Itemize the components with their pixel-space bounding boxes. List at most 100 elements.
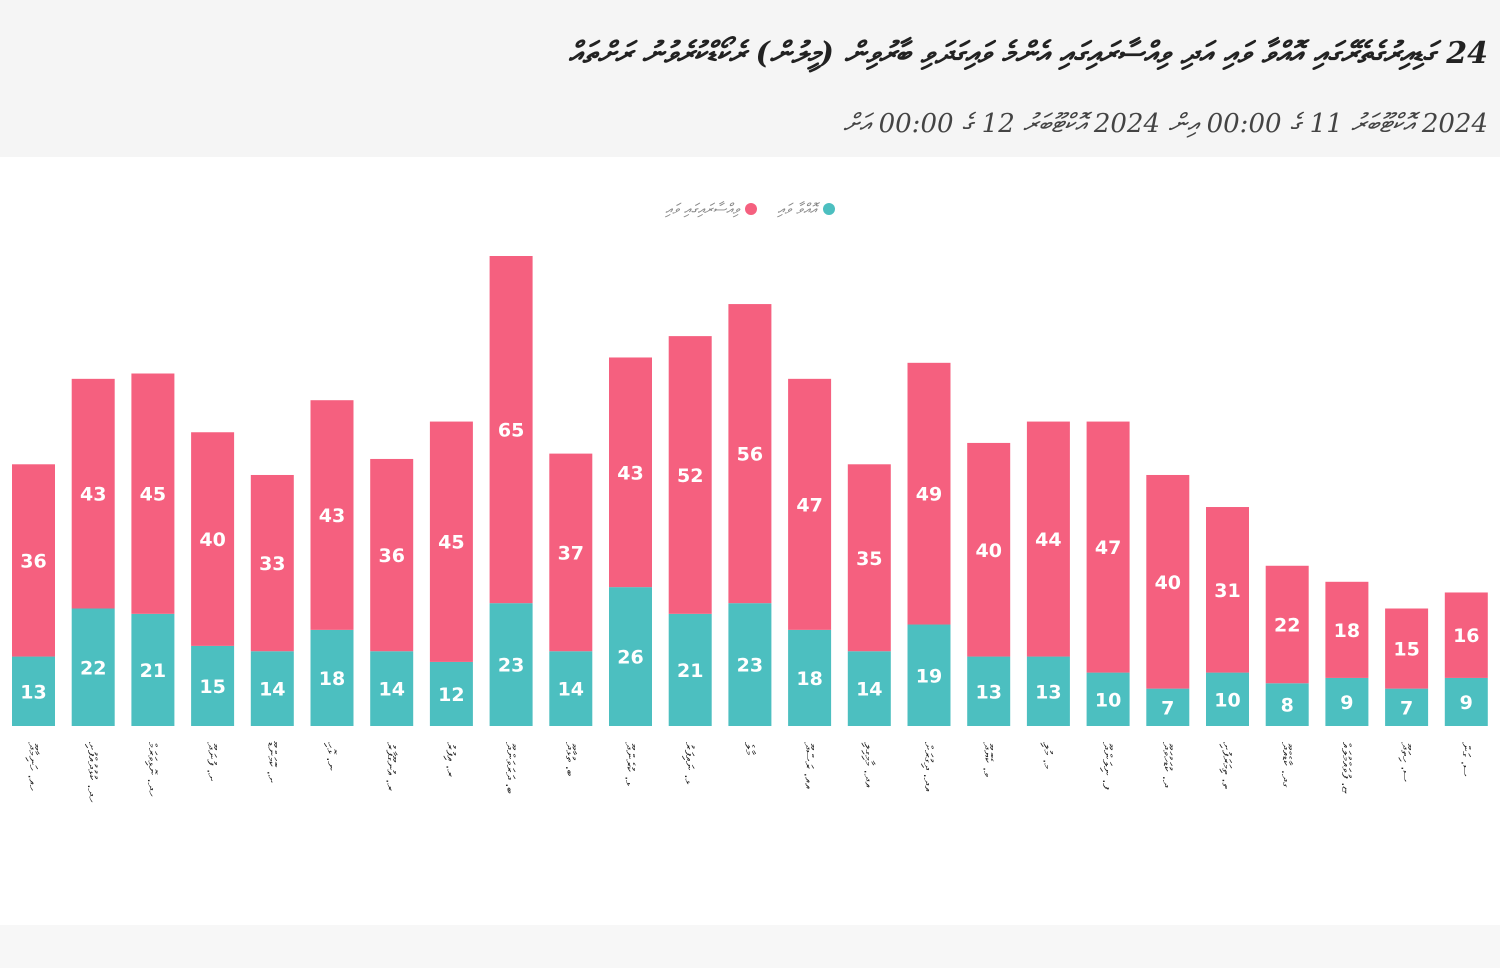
bar-gust[interactable]	[847, 464, 891, 652]
bar-steady[interactable]	[310, 629, 354, 726]
bar-gust[interactable]	[71, 378, 115, 609]
bar-steady[interactable]	[131, 613, 175, 726]
bar-gust[interactable]	[1444, 592, 1488, 678]
data-label-steady: 18	[319, 668, 345, 690]
category-label: ތ. ތިމަރަފުށި	[1219, 742, 1234, 790]
bar-gust[interactable]	[12, 464, 55, 657]
bar-steady[interactable]	[250, 651, 294, 726]
data-label-gust: 43	[319, 505, 345, 527]
data-label-steady: 14	[378, 679, 404, 701]
bar-gust[interactable]	[668, 336, 712, 614]
data-label-gust: 16	[1453, 625, 1479, 647]
category-label: މާލެ	[741, 742, 756, 756]
legend-item-gust[interactable]: ވިއްސާރައިގައި ވައި	[665, 200, 758, 218]
data-label-gust: 49	[916, 484, 942, 506]
data-label-gust: 18	[1334, 620, 1360, 642]
bar-gust[interactable]	[1146, 474, 1190, 689]
bar-gust[interactable]	[191, 432, 235, 646]
bar-steady[interactable]	[1026, 656, 1070, 726]
data-label-gust: 47	[796, 494, 822, 516]
bar-steady[interactable]	[728, 603, 772, 726]
bar-gust[interactable]	[429, 421, 473, 662]
bar-steady[interactable]	[489, 603, 533, 726]
bar-gust[interactable]	[1325, 581, 1369, 678]
bar-gust[interactable]	[310, 400, 354, 630]
bar-gust[interactable]	[728, 304, 772, 604]
bar-steady[interactable]	[12, 656, 55, 726]
data-label-gust: 40	[1155, 572, 1181, 594]
chart-subtitle: 2024 އޮކްޓޫބަރު 11 ގެ 00:00 އިން 2024 އޮ…	[843, 109, 1488, 139]
bar-gust[interactable]	[1086, 421, 1130, 673]
category-label: ދ. ކުޑަހުވަދޫ	[1159, 742, 1174, 788]
category-label: ރ. އުނގޫފާރު	[383, 742, 398, 791]
bar-steady[interactable]	[71, 608, 115, 727]
legend: އޮއްވާ ވައި ވިއްސާރައިގައި ވައި	[0, 200, 1500, 218]
bar-steady[interactable]	[370, 651, 414, 726]
category-label: އދ. ދިގުރަށް	[920, 742, 935, 792]
bar-gust[interactable]	[1026, 421, 1070, 657]
data-label-steady: 23	[737, 655, 763, 677]
bar-steady[interactable]	[609, 587, 652, 726]
data-label-steady: 7	[1161, 697, 1174, 719]
bar-steady[interactable]	[847, 651, 891, 726]
category-label: ޏ. ފުވައްމުލައް	[1338, 742, 1353, 794]
bar-steady[interactable]	[429, 661, 473, 726]
category-label: ހއ. ހަނިމާދޫ	[25, 742, 40, 791]
bar-gust[interactable]	[131, 373, 175, 614]
data-label-gust: 44	[1035, 529, 1061, 551]
data-label-gust: 15	[1393, 639, 1419, 661]
bar-gust[interactable]	[1206, 507, 1249, 673]
category-label: ށ. ފުނަދޫ	[204, 742, 219, 781]
bar-gust[interactable]	[489, 256, 533, 604]
bar-steady[interactable]	[1086, 672, 1130, 726]
legend-dot-steady-icon	[822, 203, 835, 215]
bar-steady[interactable]	[668, 613, 712, 726]
bar-steady[interactable]	[1325, 677, 1369, 726]
category-label: ރ. އިފުރު	[442, 742, 457, 777]
data-label-gust: 45	[140, 484, 166, 506]
bar-gust[interactable]	[609, 357, 652, 588]
category-label: ހދ. ކުޅުދުއްފުށި	[84, 742, 99, 803]
data-label-gust: 65	[498, 420, 524, 442]
data-label-gust: 22	[1274, 615, 1300, 637]
bar-steady[interactable]	[191, 645, 235, 726]
data-label-steady: 19	[916, 665, 942, 687]
data-label-steady: 7	[1400, 697, 1413, 719]
bar-gust[interactable]	[250, 474, 294, 652]
data-label-gust: 37	[558, 542, 584, 564]
chart-title: 24 ގަޑިއިރުގެތެރޭގައި އޮއްވާ ވައި އަދި ވ…	[568, 36, 1488, 71]
data-label-steady: 12	[438, 684, 464, 706]
bar-steady[interactable]	[1385, 688, 1429, 726]
data-label-steady: 14	[259, 679, 285, 701]
data-label-steady: 9	[1340, 692, 1353, 714]
data-label-gust: 36	[20, 550, 46, 572]
legend-dot-gust-icon	[745, 203, 758, 215]
bar-steady[interactable]	[788, 629, 832, 726]
data-label-gust: 45	[438, 532, 464, 554]
bar-steady[interactable]	[1265, 683, 1309, 726]
data-label-gust: 56	[737, 444, 763, 466]
category-label: ވ. ކެޔޮދޫ	[980, 742, 995, 777]
data-label-steady: 8	[1281, 695, 1294, 717]
bar-gust[interactable]	[788, 378, 832, 630]
legend-item-steady[interactable]: އޮއްވާ ވައި	[777, 200, 835, 218]
bar-steady[interactable]	[1146, 688, 1190, 726]
data-label-gust: 40	[199, 529, 225, 551]
data-label-gust: 33	[259, 553, 285, 575]
bar-gust[interactable]	[907, 362, 951, 625]
bar-steady[interactable]	[1206, 672, 1249, 726]
bar-steady[interactable]	[907, 624, 951, 726]
bar-steady[interactable]	[967, 656, 1011, 726]
bar-gust[interactable]	[1385, 608, 1429, 689]
bar-steady[interactable]	[1444, 677, 1488, 726]
data-label-steady: 14	[856, 679, 882, 701]
bar-gust[interactable]	[549, 453, 593, 652]
bar-gust[interactable]	[967, 442, 1011, 657]
category-label: ޅ. ކުރެންދޫ	[622, 742, 637, 786]
category-label: ނ. ޅޮހި	[323, 742, 338, 771]
category-label: އދ. މާމިގިލި	[860, 742, 875, 788]
bar-steady[interactable]	[549, 651, 593, 726]
bar-gust[interactable]	[370, 458, 414, 652]
bar-gust[interactable]	[1265, 565, 1309, 684]
